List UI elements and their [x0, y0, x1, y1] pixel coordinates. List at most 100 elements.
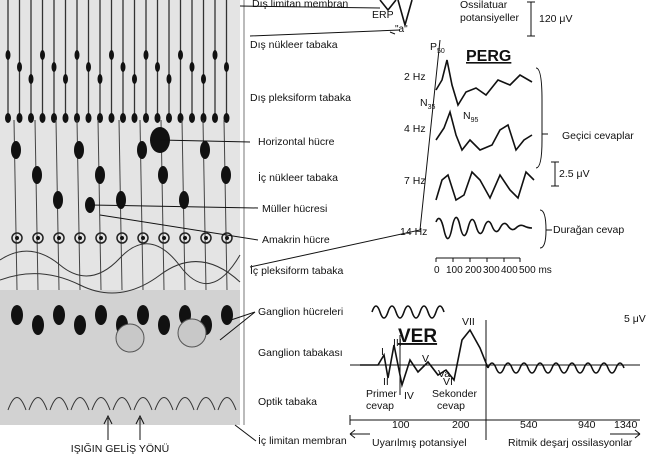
inner-nucleus: [74, 141, 84, 159]
layer-label: İç nükleer tabaka: [258, 171, 338, 184]
ganglion-nucleus: [137, 305, 149, 325]
synapse: [86, 113, 92, 123]
amacrine-core: [141, 236, 145, 240]
frequency-label: 4 Hz: [404, 123, 426, 135]
receptor-nucleus: [201, 74, 206, 84]
ver-axis-label: 540: [520, 419, 538, 431]
p50-sub: 50: [437, 48, 445, 55]
receptor-nucleus: [86, 62, 91, 72]
n35-sub: 35: [428, 104, 436, 111]
inner-nucleus: [200, 141, 210, 159]
synapse: [166, 113, 172, 123]
receptor-nucleus: [144, 50, 149, 60]
receptor-nucleus: [155, 62, 160, 72]
frequency-label: 14 Hz: [400, 226, 427, 238]
receptor-nucleus: [190, 62, 195, 72]
layer-label: Ganglion hücreleri: [258, 306, 343, 318]
oscillatory-label: Ossilatuar: [460, 0, 508, 11]
primary-label: Primer: [366, 388, 397, 400]
ganglion-spikes: [372, 306, 444, 318]
ver-wave-label: I: [381, 346, 384, 358]
ver-axis-label: 1340: [614, 419, 638, 431]
receptor-nucleus: [213, 50, 218, 60]
ver-wave-label: IV: [404, 390, 414, 402]
receptor-nucleus: [98, 74, 103, 84]
ganglion-nucleus: [11, 305, 23, 325]
inner-nucleus: [137, 141, 147, 159]
oscillatory-label: potansiyeller: [460, 12, 519, 24]
perg-axis-label: 500 ms: [519, 265, 552, 276]
layer-label: İç pleksiform tabaka: [250, 264, 344, 277]
evoked-label: Uyarılmış potansiyel: [372, 437, 467, 449]
inner-nucleus: [53, 191, 63, 209]
amacrine-core: [57, 236, 61, 240]
layer-label: İç limitan membran: [258, 434, 347, 447]
layer-label: Ganglion tabakası: [258, 347, 343, 359]
secondary-label: Sekonder: [432, 388, 477, 400]
receptor-nucleus: [63, 74, 68, 84]
ver-scale: 5 μV: [624, 313, 646, 325]
amacrine-core: [120, 236, 124, 240]
perg-axis-label: 200: [465, 265, 482, 276]
layer-label: Horizontal hücre: [258, 136, 335, 148]
layer-label: Optik tabaka: [258, 396, 317, 408]
synapse: [155, 113, 161, 123]
synapse: [28, 113, 34, 123]
ganglion-nucleus: [95, 305, 107, 325]
receptor-nucleus: [178, 50, 183, 60]
n35-label: N35: [420, 97, 435, 111]
synapse: [132, 113, 138, 123]
ganglion-soma: [178, 319, 206, 347]
light-direction: IŞIĞIN GELİŞ YÖNÜ: [71, 442, 169, 455]
inner-nucleus: [11, 141, 21, 159]
amacrine-core: [183, 236, 187, 240]
receptor-nucleus: [121, 62, 126, 72]
amacrine-core: [15, 236, 19, 240]
amacrine-core: [78, 236, 82, 240]
layer-label: Dış nükleer tabaka: [250, 39, 338, 51]
layer-label: Dış limitan membran: [252, 0, 348, 10]
inner-nucleus: [32, 166, 42, 184]
layer-label: Müller hücresi: [262, 203, 327, 215]
inner-nucleus: [95, 166, 105, 184]
n95-main: N: [463, 110, 471, 122]
amacrine-core: [162, 236, 166, 240]
ver-wave-label: II: [383, 376, 389, 388]
synapse: [189, 113, 195, 123]
ganglion-nucleus: [32, 315, 44, 335]
ver-axis-label: 940: [578, 419, 596, 431]
receptor-nucleus: [6, 50, 11, 60]
perg-waves: [436, 60, 559, 262]
perg-scale: 2.5 μV: [559, 168, 590, 180]
synapse: [143, 113, 149, 123]
figure: Dış limitan membran Dış nükleer tabaka D…: [0, 0, 652, 470]
amacrine-core: [36, 236, 40, 240]
erg-scale: 120 μV: [539, 13, 573, 25]
p50-label: P50: [430, 41, 445, 55]
ver-axis-label: 100: [392, 419, 410, 431]
retina-drawing: [0, 0, 240, 425]
receptor-nucleus: [52, 62, 57, 72]
amacrine-core: [99, 236, 103, 240]
synapse: [178, 113, 184, 123]
receptor-nucleus: [17, 62, 22, 72]
receptor-nucleus: [75, 50, 80, 60]
inner-nucleus: [116, 191, 126, 209]
receptor-nucleus: [109, 50, 114, 60]
p50-main: P: [430, 41, 437, 53]
synapse: [109, 113, 115, 123]
perg-axis-label: 400: [501, 265, 518, 276]
erp-label: ERP: [372, 9, 394, 21]
ganglion-soma: [116, 324, 144, 352]
receptor-nucleus: [167, 74, 172, 84]
synapse: [212, 113, 218, 123]
ganglion-nucleus: [158, 315, 170, 335]
n35-main: N: [420, 97, 428, 109]
layer-label: Dış pleksiform tabaka: [250, 92, 351, 104]
secondary-label: cevap: [437, 400, 465, 412]
perg-axis-label: 300: [483, 265, 500, 276]
amacrine-core: [204, 236, 208, 240]
perg-axis-label: 100: [446, 265, 463, 276]
frequency-label: 7 Hz: [404, 175, 426, 187]
ver-title: VER: [398, 326, 437, 347]
